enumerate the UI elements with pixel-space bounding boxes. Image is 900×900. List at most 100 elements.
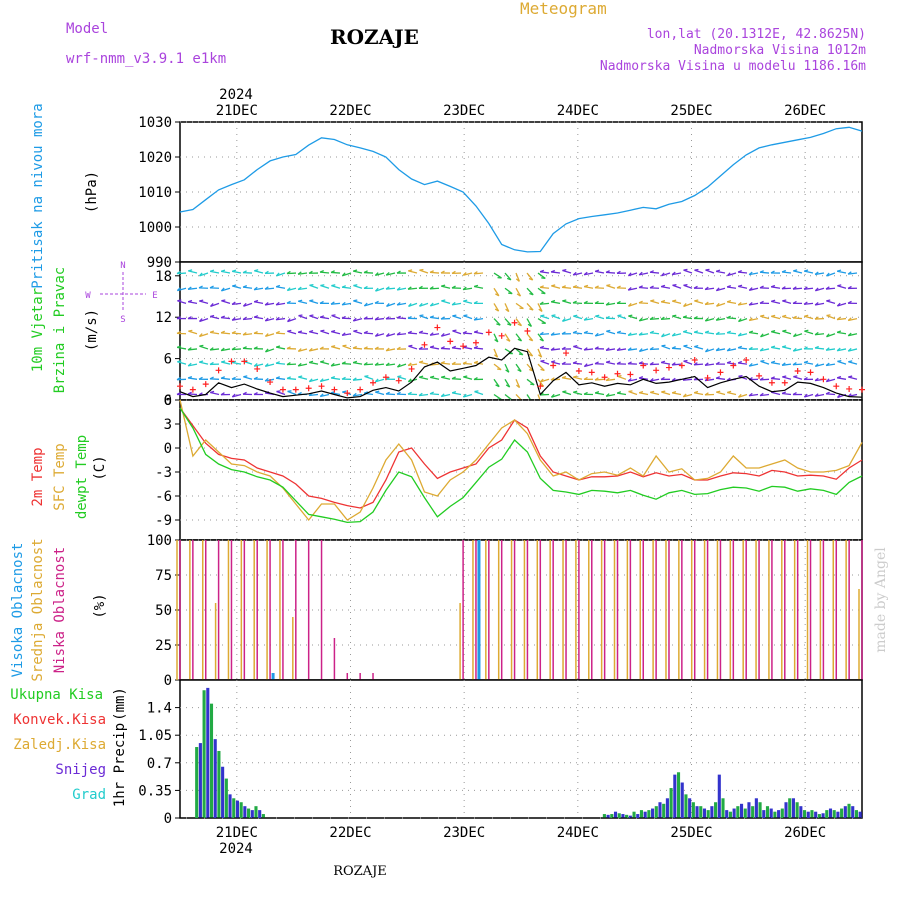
wind-barb — [628, 272, 638, 277]
wind-barb-head — [683, 359, 688, 362]
wind-gust-marker — [254, 365, 261, 372]
wind-label-1: 10m Vjetar — [30, 288, 46, 372]
wind-barb-head — [616, 391, 622, 394]
wind-barb — [275, 377, 286, 380]
wind-gust-marker — [434, 324, 441, 331]
wind-barb — [298, 331, 308, 335]
wind-gust-marker — [575, 368, 582, 375]
wind-barb — [474, 390, 484, 396]
wind-barb — [716, 287, 726, 292]
wind-gust-marker — [202, 381, 209, 388]
wind-barb — [341, 362, 352, 365]
wind-barb-head — [792, 300, 797, 304]
wind-barb — [704, 331, 715, 335]
wind-barb — [661, 345, 671, 350]
precip-ytick-label: 1.05 — [138, 728, 172, 744]
wind-gust-marker — [498, 332, 505, 339]
wind-barb — [661, 272, 671, 277]
wind-barb-head — [451, 376, 456, 380]
wind-barb-head — [419, 268, 424, 271]
wind-barb-head — [540, 368, 545, 372]
wind-barb — [638, 286, 649, 289]
wind-barb — [716, 302, 726, 307]
wind-barb — [562, 377, 572, 380]
precip-bar — [758, 802, 762, 818]
wind-barb-head — [319, 346, 324, 350]
wind-barb — [826, 363, 836, 367]
wind-barb — [309, 378, 319, 383]
wind-barb — [243, 376, 253, 380]
wind-barb-head — [341, 301, 346, 306]
wind-barb — [493, 303, 500, 312]
wind-barb-head — [474, 390, 479, 393]
wind-barb — [537, 348, 543, 358]
wind-barb-head — [429, 302, 434, 307]
wind-barb — [264, 287, 275, 290]
wind-barb-head — [352, 317, 357, 322]
wind-barb — [815, 393, 825, 397]
wind-barb — [242, 317, 253, 321]
precip-bar — [739, 803, 744, 818]
wind-barb-head — [617, 374, 622, 377]
wind-barb — [199, 272, 209, 277]
wind-barb-head — [594, 332, 599, 337]
footer-station: ROZAJE — [333, 864, 387, 879]
wind-barb — [408, 363, 418, 367]
wind-barb-head — [418, 302, 423, 307]
wind-barb — [298, 315, 308, 320]
wind-barb — [573, 272, 583, 276]
wind-barb — [199, 361, 209, 365]
wind-barb-head — [693, 362, 698, 366]
wind-barb — [210, 270, 220, 274]
wind-barb-head — [693, 390, 699, 394]
wind-barb-head — [594, 300, 599, 304]
wind-barb-head — [462, 361, 467, 365]
precip-bar — [810, 810, 814, 818]
wind-barb-head — [231, 346, 236, 351]
wind-barb-head — [264, 377, 269, 382]
precip-bar — [736, 806, 740, 818]
wind-barb-head — [441, 299, 446, 302]
wind-barb-head — [506, 277, 512, 281]
wind-barb — [793, 348, 803, 352]
wind-barb — [551, 301, 561, 305]
wind-barb — [837, 285, 847, 289]
wind-barb-head — [452, 314, 457, 317]
wind-barb — [232, 361, 242, 365]
wind-barb — [493, 363, 502, 371]
wind-barb — [781, 287, 792, 290]
precip-unit: (mm) — [112, 687, 128, 721]
wind-barb-head — [264, 286, 269, 290]
wind-barb-head — [660, 272, 665, 277]
precip-bar — [232, 798, 236, 818]
wind-gust-marker — [756, 372, 763, 379]
wind-barb-head — [473, 271, 478, 275]
precip-bar — [647, 810, 651, 818]
wind-gust-marker — [730, 362, 737, 369]
legend-snijeg: Snijeg — [55, 762, 106, 778]
wind-barb — [694, 345, 704, 350]
wind-barb — [837, 270, 847, 274]
wind-ytick-label: 18 — [155, 269, 172, 285]
wind-barb-head — [385, 271, 390, 276]
wind-barb — [759, 271, 770, 274]
wind-barb — [353, 284, 363, 289]
wind-barb — [650, 391, 660, 396]
wind-barb-head — [342, 344, 347, 347]
wind-barb-head — [308, 270, 313, 274]
wind-barb-head — [847, 317, 852, 321]
wind-compass-legend: N S W E — [85, 261, 157, 325]
wind-barb — [451, 347, 462, 350]
wind-gust-marker — [550, 362, 557, 369]
wind-barb-head — [287, 329, 292, 332]
wind-barb — [462, 332, 473, 335]
precip-bar — [747, 802, 751, 818]
wind-barb-head — [704, 286, 709, 291]
precip-bar — [636, 814, 640, 818]
wind-gust-marker — [460, 343, 467, 350]
wind-barb — [537, 303, 543, 312]
wind-barb — [683, 269, 693, 274]
wind-barb-head — [407, 330, 412, 334]
wind-barb — [826, 378, 836, 383]
